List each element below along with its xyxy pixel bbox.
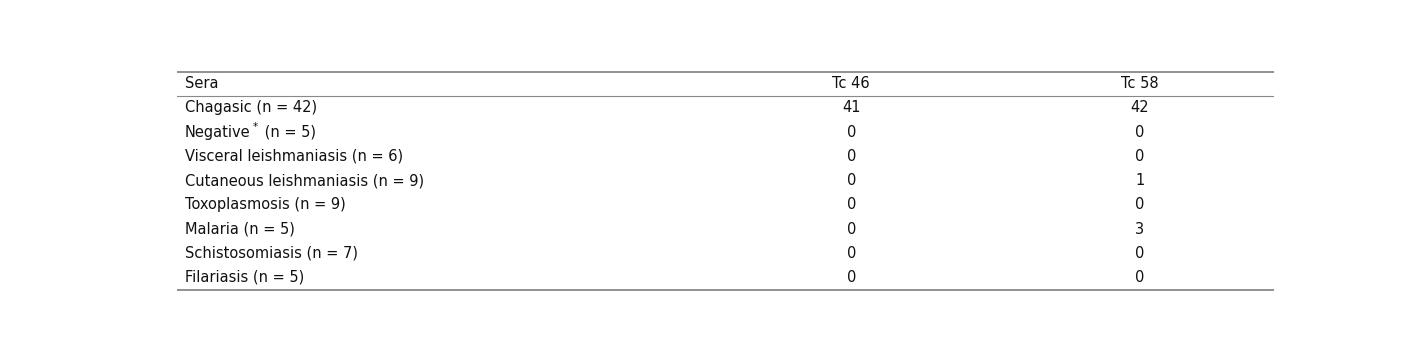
Text: Chagasic (n = 42): Chagasic (n = 42): [184, 100, 317, 115]
Text: 42: 42: [1131, 100, 1149, 115]
Text: Schistosomiasis (n = 7): Schistosomiasis (n = 7): [184, 246, 358, 261]
Text: Negative: Negative: [184, 125, 250, 140]
Text: 0: 0: [846, 246, 856, 261]
Text: 41: 41: [842, 100, 860, 115]
Text: Visceral leishmaniasis (n = 6): Visceral leishmaniasis (n = 6): [184, 149, 403, 164]
Text: Cutaneous leishmaniasis (n = 9): Cutaneous leishmaniasis (n = 9): [184, 173, 423, 188]
Text: 0: 0: [846, 149, 856, 164]
Text: Sera: Sera: [184, 76, 218, 91]
Text: 0: 0: [1135, 246, 1145, 261]
Text: 1: 1: [1135, 173, 1145, 188]
Text: 0: 0: [846, 197, 856, 212]
Text: *: *: [252, 122, 258, 132]
Text: 0: 0: [1135, 149, 1145, 164]
Text: 0: 0: [846, 125, 856, 140]
Text: 0: 0: [846, 221, 856, 237]
Text: 3: 3: [1135, 221, 1145, 237]
Text: Filariasis (n = 5): Filariasis (n = 5): [184, 270, 304, 285]
Text: 0: 0: [1135, 270, 1145, 285]
Text: 0: 0: [846, 173, 856, 188]
Text: 0: 0: [846, 270, 856, 285]
Text: 0: 0: [1135, 125, 1145, 140]
Text: Malaria (n = 5): Malaria (n = 5): [184, 221, 294, 237]
Text: Toxoplasmosis (n = 9): Toxoplasmosis (n = 9): [184, 197, 345, 212]
Text: Tc 58: Tc 58: [1121, 76, 1159, 91]
Text: 0: 0: [1135, 197, 1145, 212]
Text: (n = 5): (n = 5): [260, 125, 316, 140]
Text: Tc 46: Tc 46: [832, 76, 870, 91]
